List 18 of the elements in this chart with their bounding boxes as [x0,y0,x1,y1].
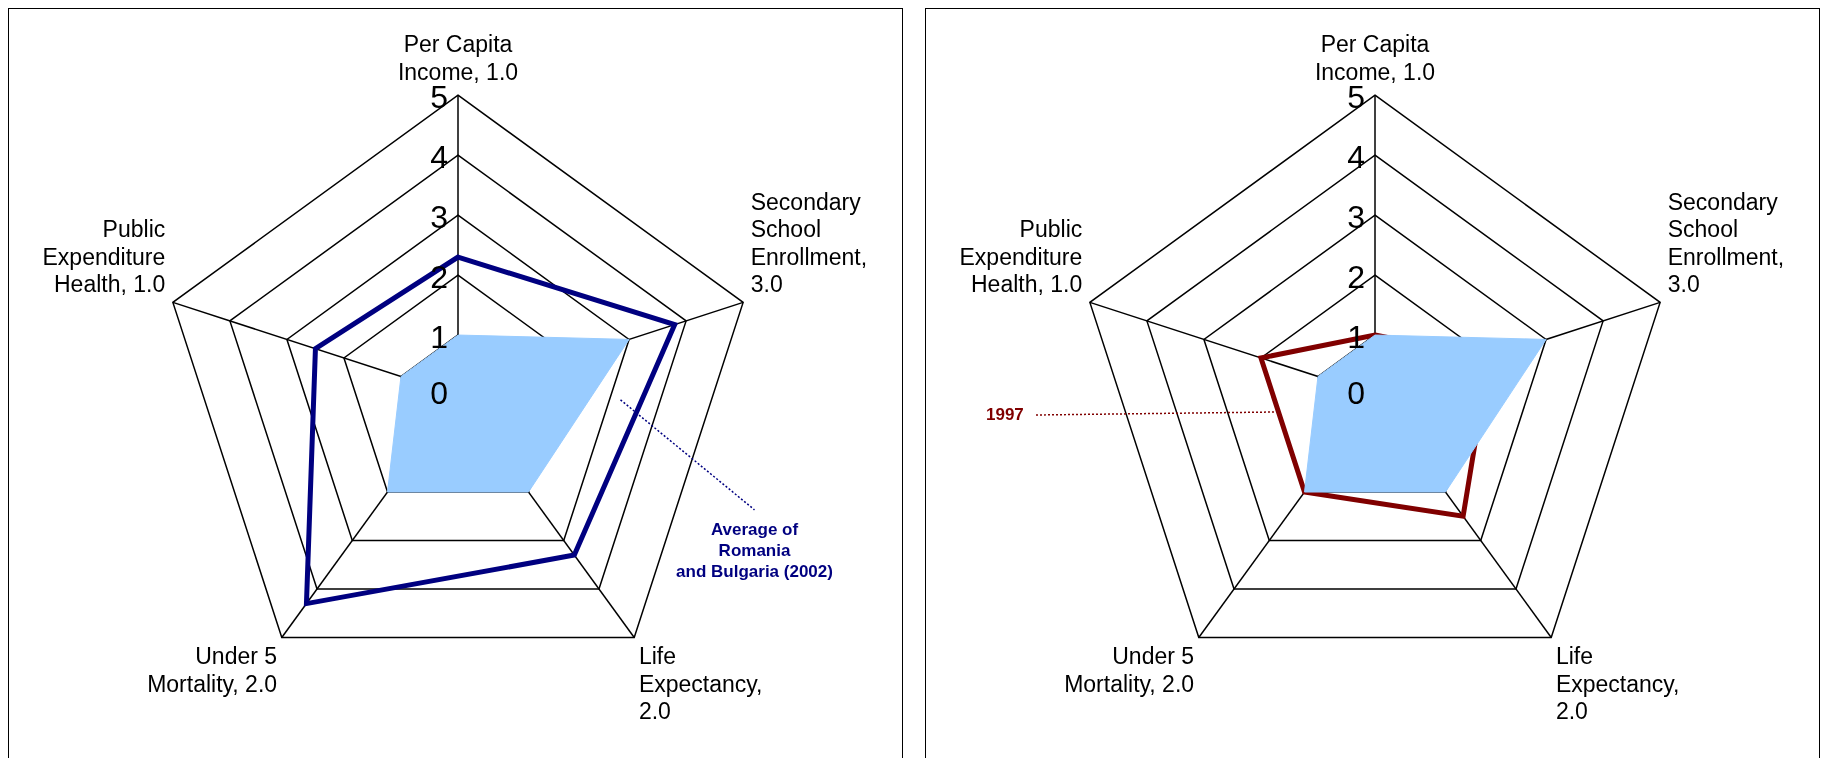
spoke-label: Secondary School Enrollment, 3.0 [1667,188,1785,298]
y-tick-label: 2 [1347,258,1365,295]
y-tick-label: 1 [430,318,448,355]
y-tick-label: 0 [1347,374,1365,411]
spoke-label: Under 5 Mortality, 2.0 [1064,643,1195,697]
spoke-label: Under 5 Mortality, 2.0 [147,643,278,697]
y-tick-label: 4 [1347,138,1365,175]
spoke-label: Public Expenditure Health, 1.0 [959,216,1083,298]
y-tick-label: 3 [1347,198,1365,235]
text: 1997 [986,404,1024,424]
y-tick-label: 4 [430,138,448,175]
y-tick-label: 0 [430,374,448,411]
spoke-label: Public Expenditure Health, 1.0 [42,216,166,298]
spoke-label: Secondary School Enrollment, 3.0 [750,188,868,298]
spoke-label: Life Expectancy, 2.0 [638,643,763,725]
spoke-label: Life Expectancy, 2.0 [1555,643,1680,725]
y-tick-label: 3 [430,198,448,235]
text: Average of Romania and Bulgaria (2002) [676,519,833,581]
